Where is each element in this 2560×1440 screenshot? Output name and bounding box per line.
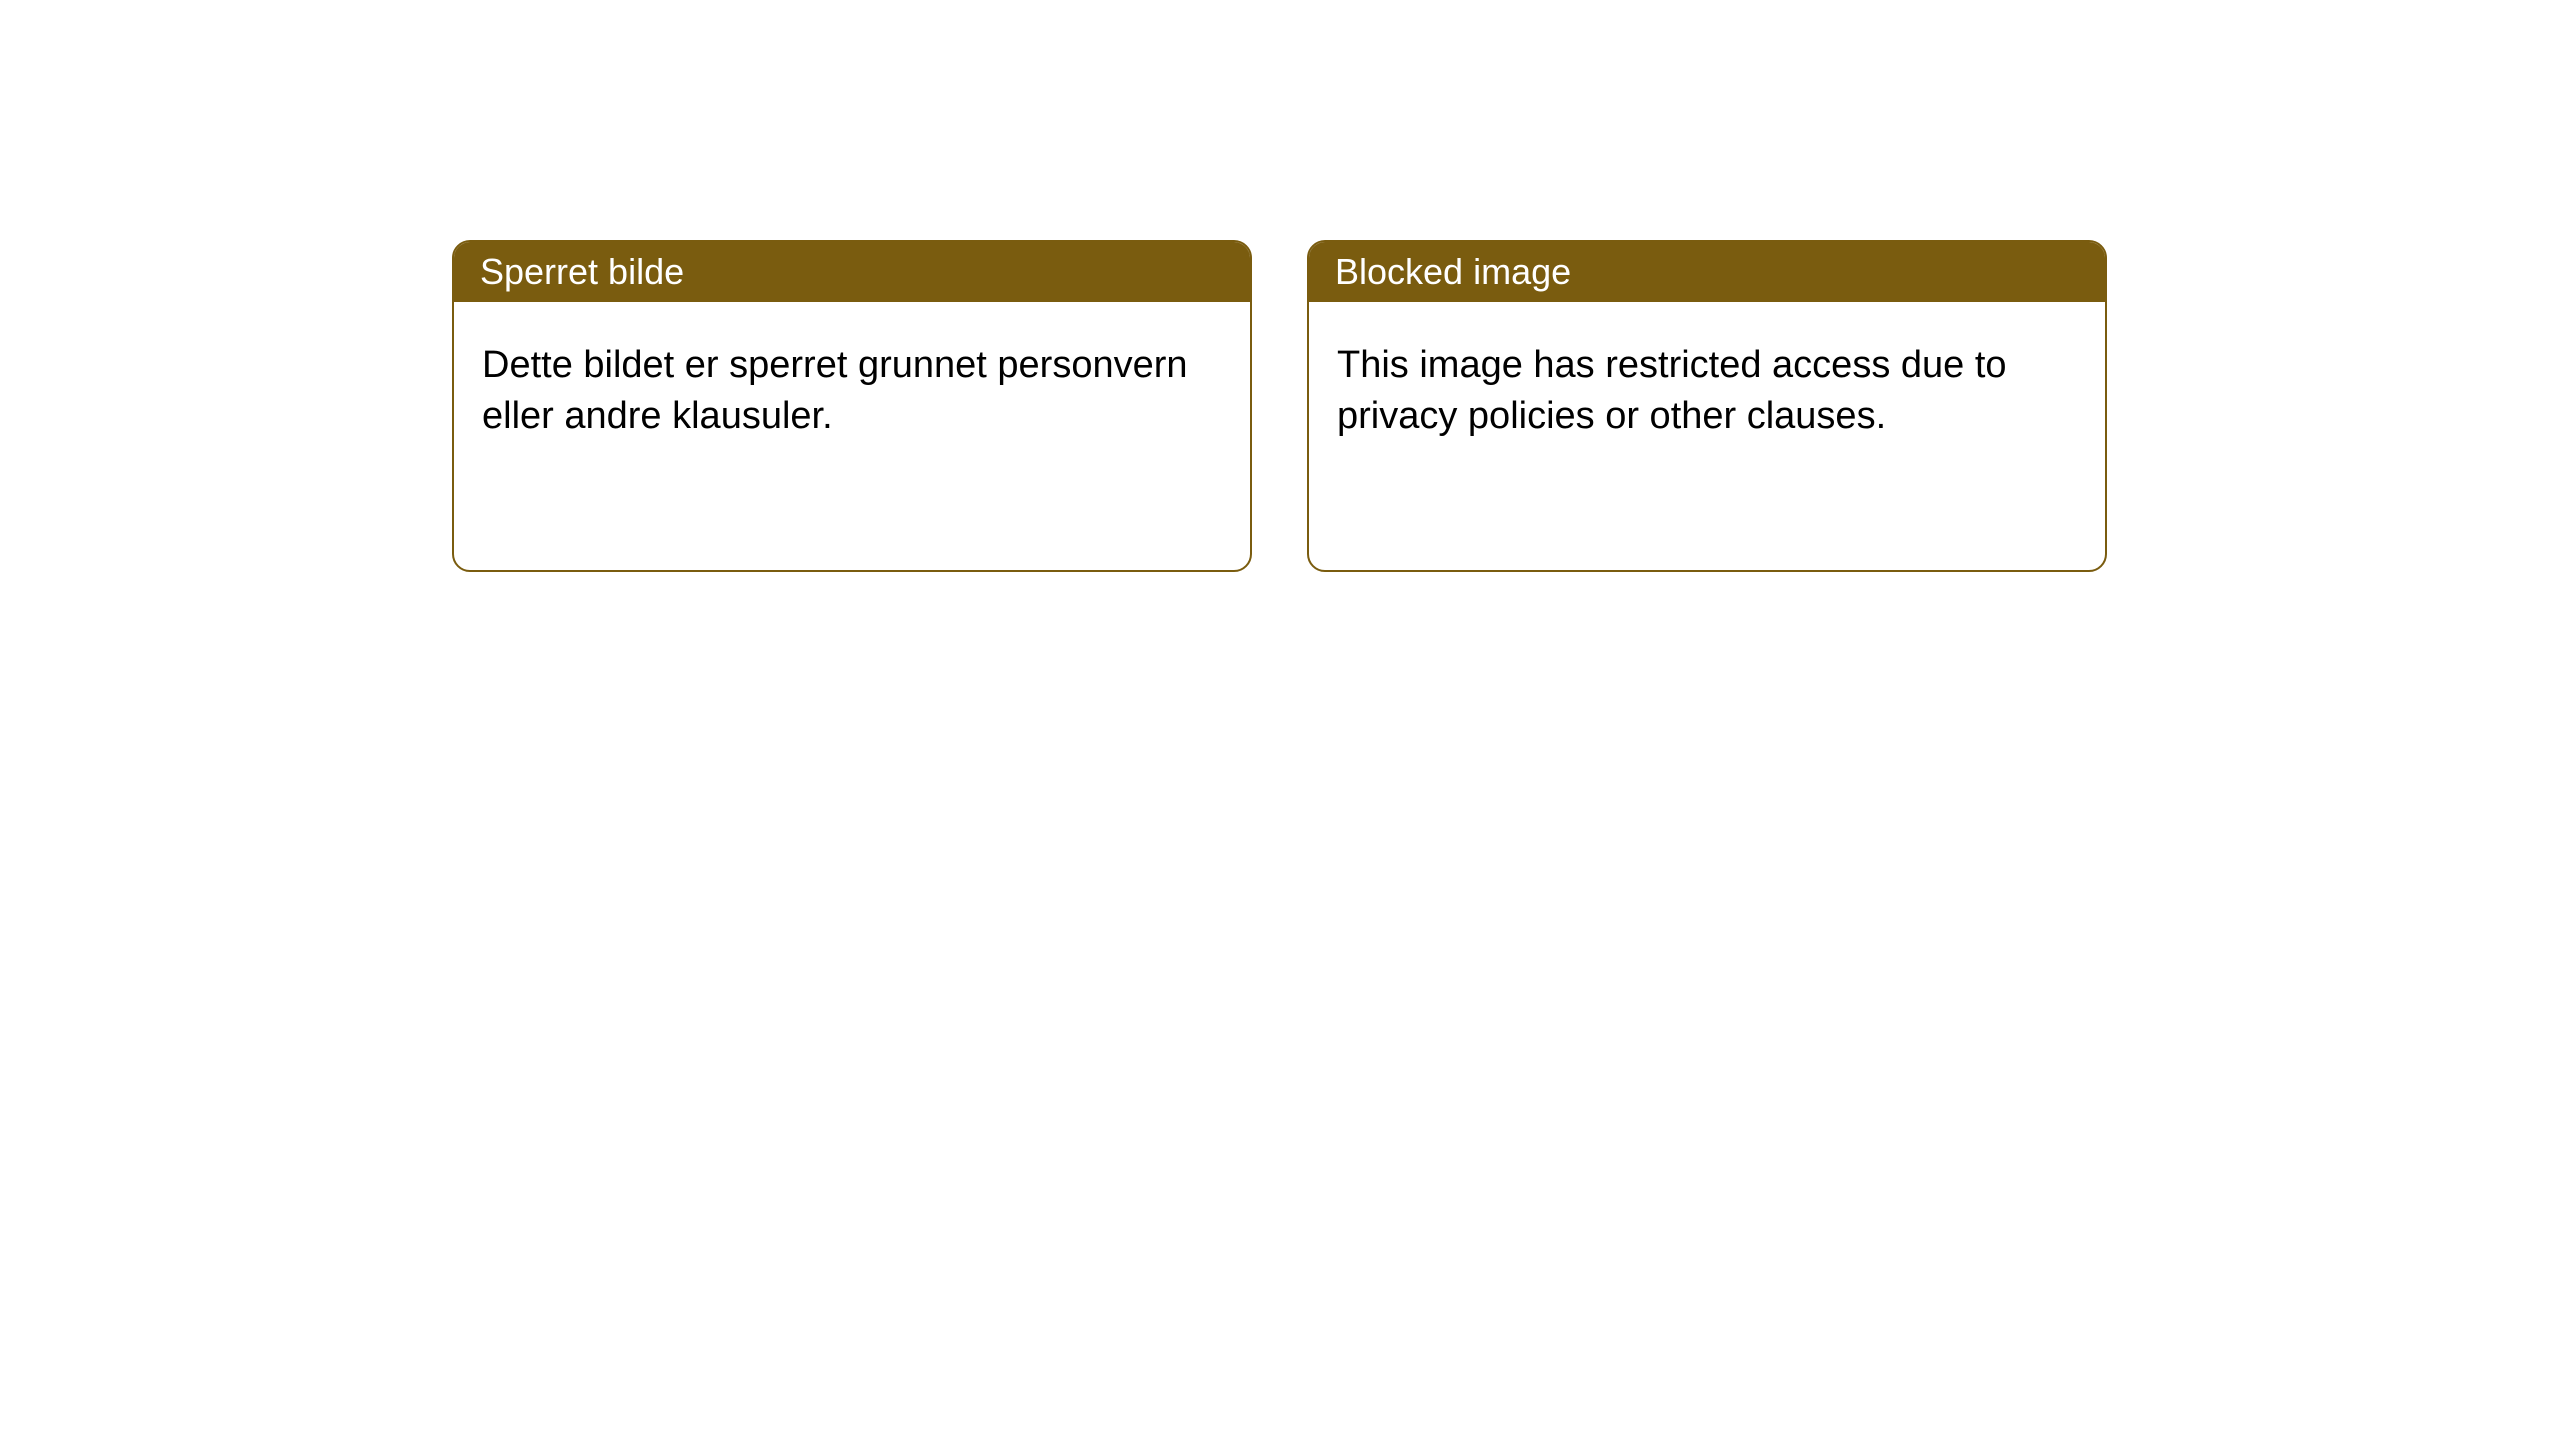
card-body-text: Dette bildet er sperret grunnet personve… [482, 344, 1188, 437]
card-header: Sperret bilde [454, 242, 1250, 302]
card-title: Sperret bilde [480, 251, 684, 293]
notice-card-english: Blocked image This image has restricted … [1307, 240, 2107, 572]
card-header: Blocked image [1309, 242, 2105, 302]
card-body-text: This image has restricted access due to … [1337, 344, 2007, 437]
card-body: Dette bildet er sperret grunnet personve… [454, 302, 1250, 471]
notice-container: Sperret bilde Dette bildet er sperret gr… [452, 240, 2107, 572]
card-title: Blocked image [1335, 251, 1571, 293]
notice-card-norwegian: Sperret bilde Dette bildet er sperret gr… [452, 240, 1252, 572]
card-body: This image has restricted access due to … [1309, 302, 2105, 471]
